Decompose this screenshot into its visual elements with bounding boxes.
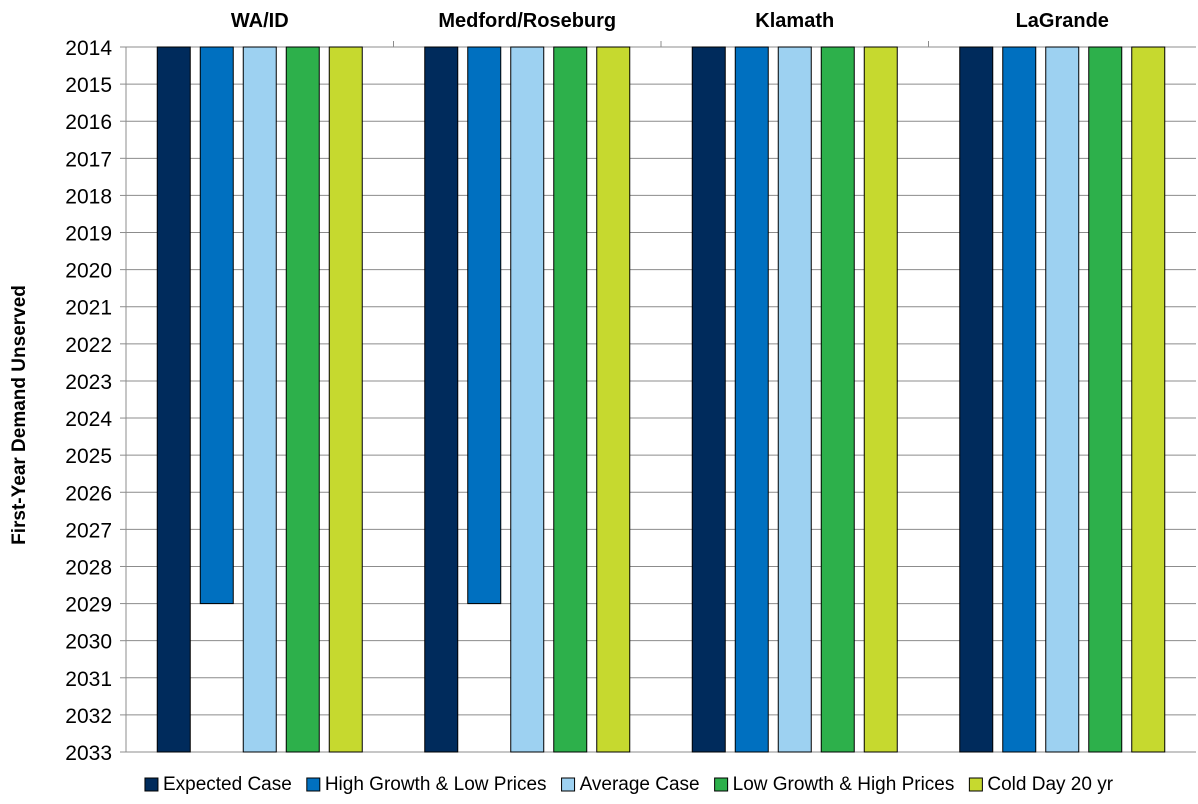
bar [424,46,459,753]
y-tick-label: 2031 [65,668,112,691]
y-tick-label: 2029 [65,594,112,617]
y-tick-label: 2023 [65,371,112,394]
bar [510,46,545,753]
bar [1002,46,1037,753]
category-label: WA/ID [231,10,289,32]
legend: Expected Case High Growth & Low Prices Ave… [144,774,1114,795]
y-tick-label: 2022 [65,334,112,357]
bar [156,46,191,753]
bar [596,46,631,753]
y-tick-label: 2020 [65,260,112,283]
legend-swatch [306,777,321,792]
y-tick-label: 2025 [65,445,112,468]
y-tick-label: 2017 [65,148,112,171]
bar [1045,46,1080,753]
bar [691,46,726,753]
bar [734,46,769,753]
bar [199,46,234,605]
bar [1131,46,1166,753]
category-label: Klamath [755,10,834,32]
y-tick-label: 2018 [65,185,112,208]
y-tick-label: 2014 [65,37,112,60]
bar [1088,46,1123,753]
bar [553,46,588,753]
y-tick-label: 2028 [65,556,112,579]
y-tick-label: 2033 [65,742,112,765]
y-tick-label: 2026 [65,482,112,505]
category-label: Medford/Roseburg [438,10,616,32]
legend-swatch [144,777,159,792]
legend-swatch [714,777,729,792]
bar [959,46,994,753]
legend-swatch [561,777,576,792]
bar [863,46,898,753]
legend-item: Cold Day 20 yr [968,774,1114,795]
y-tick-label: 2024 [65,408,112,431]
category-labels: WA/ID Medford/Roseburg Klamath LaGrande [231,10,1109,32]
legend-label: Cold Day 20 yr [987,774,1113,795]
bar [777,46,812,753]
legend-label: Low Growth & High Prices [733,774,955,795]
legend-label: Expected Case [163,774,292,795]
y-tick-label: 2019 [65,223,112,246]
legend-item: High Growth & Low Prices [306,774,547,795]
bar [242,46,277,753]
y-tick-labels: 2014 2015 2016 2017 2018 2019 2020 2021 2022 2023… [65,37,112,765]
axes [120,41,929,753]
bar [467,46,502,605]
y-tick-label: 2015 [65,74,112,97]
y-tick-label: 2016 [65,111,112,134]
y-tick-label: 2021 [65,297,112,320]
legend-item: Average Case [561,774,700,795]
legend-item: Low Growth & High Prices [714,774,955,795]
category-label: LaGrande [1016,10,1109,32]
y-tick-label: 2032 [65,705,112,728]
legend-label: Average Case [580,774,700,795]
legend-swatch [968,777,983,792]
legend-label: High Growth & Low Prices [325,774,547,795]
bar [820,46,855,753]
y-tick-label: 2027 [65,519,112,542]
y-tick-label: 2030 [65,631,112,654]
bars [156,46,1166,753]
legend-item: Expected Case [144,774,292,795]
bar [285,46,320,753]
y-axis-title: First-Year Demand Unserved [9,285,30,545]
bar [328,46,363,753]
